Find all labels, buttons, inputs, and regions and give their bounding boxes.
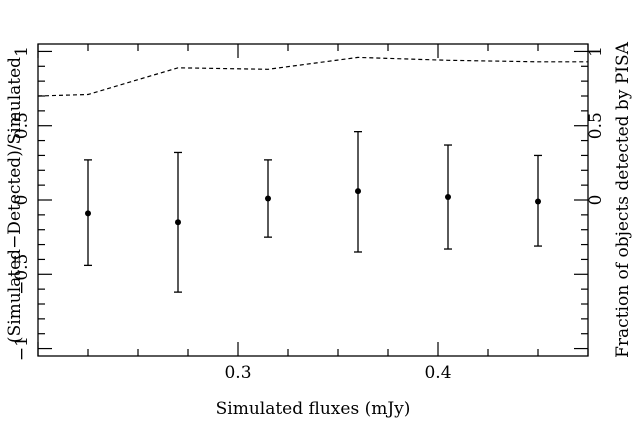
y2-tick-label: 1 bbox=[586, 46, 606, 57]
y-tick-label: 1 bbox=[12, 46, 32, 57]
y2-axis-title: Fraction of objects detected by PISA bbox=[613, 41, 633, 358]
data-marks bbox=[37, 56, 588, 293]
x-tick-label: 0.4 bbox=[424, 363, 451, 383]
y2-tick-label: 0.5 bbox=[586, 112, 606, 139]
data-point bbox=[355, 188, 361, 195]
data-point bbox=[175, 219, 181, 226]
tick-labels: 0.3 0.4 1 0.5 0 −0.5 −1 1 0.5 0 bbox=[12, 46, 606, 383]
data-point bbox=[265, 195, 271, 202]
y-axis-title: (Simulated−Detected)/Simulated bbox=[5, 57, 25, 343]
y-tick-label: 0 bbox=[12, 195, 32, 206]
y-tick-label: 0.5 bbox=[12, 112, 32, 139]
y2-tick-label: 0 bbox=[586, 195, 606, 206]
y-tick-label: −0.5 bbox=[12, 254, 32, 295]
detection-fraction-line bbox=[37, 56, 588, 97]
y-tick-label: −1 bbox=[12, 336, 32, 361]
x-axis-title: Simulated fluxes (mJy) bbox=[216, 399, 411, 419]
x-tick-label: 0.3 bbox=[224, 363, 251, 383]
data-point bbox=[445, 194, 451, 201]
axis-ticks bbox=[37, 44, 589, 356]
data-point bbox=[85, 210, 91, 217]
data-point bbox=[535, 198, 541, 205]
plot-frame bbox=[37, 43, 589, 357]
